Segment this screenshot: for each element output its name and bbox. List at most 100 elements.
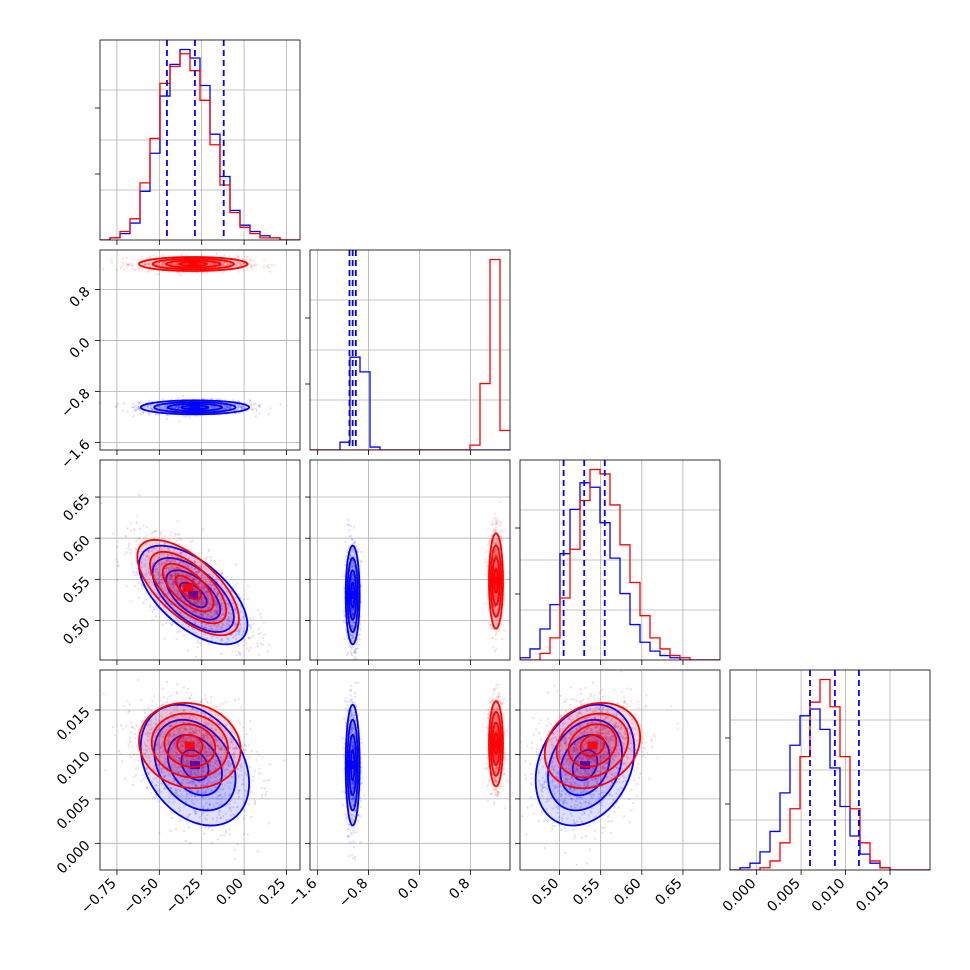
scatter-point	[146, 404, 150, 408]
density-peak	[183, 583, 194, 592]
scatter-point	[342, 610, 345, 613]
scatter-point	[152, 530, 155, 534]
scatter-point	[248, 637, 251, 640]
scatter-point	[221, 571, 224, 574]
scatter-point	[357, 634, 361, 637]
scatter-point	[142, 411, 145, 414]
scatter-point	[180, 577, 183, 580]
scatter-point	[213, 610, 216, 613]
scatter-point	[200, 253, 203, 257]
scatter-point	[144, 558, 147, 561]
scatter-point	[145, 572, 148, 575]
scatter-point	[196, 646, 199, 649]
scatter-point	[257, 653, 261, 656]
scatter-point	[267, 413, 270, 416]
scatter-point	[171, 263, 175, 266]
scatter-point	[204, 611, 207, 615]
scatter-point	[143, 264, 146, 267]
scatter-point	[171, 558, 174, 562]
scatter-point	[197, 571, 200, 574]
scatter-point	[133, 573, 137, 577]
scatter-point	[165, 566, 168, 570]
scatter-point	[150, 549, 154, 552]
scatter-point	[171, 623, 174, 626]
scatter-point	[210, 263, 213, 266]
scatter-point	[344, 540, 347, 544]
scatter-point	[165, 408, 169, 411]
scatter-point	[263, 264, 266, 267]
scatter-point	[135, 515, 139, 518]
scatter-point	[259, 403, 262, 407]
scatter-point	[196, 600, 200, 604]
scatter-point	[156, 578, 159, 581]
scatter-point	[175, 572, 178, 575]
scatter-point	[225, 623, 229, 626]
scatter-point	[200, 614, 204, 617]
scatter-point	[131, 267, 134, 270]
scatter-point	[169, 566, 173, 569]
scatter-point	[250, 263, 253, 266]
scatter-point	[255, 264, 258, 267]
scatter-point	[244, 638, 247, 642]
scatter-point	[207, 596, 210, 599]
scatter-point	[170, 553, 173, 557]
scatter-point	[263, 258, 266, 261]
scatter-point	[354, 647, 358, 650]
scatter-point	[495, 630, 498, 633]
scatter-point	[126, 410, 129, 413]
scatter-point	[249, 646, 252, 649]
scatter-point	[149, 606, 152, 609]
scatter-point	[163, 637, 166, 640]
scatter-point	[168, 262, 172, 266]
scatter-point	[252, 634, 256, 637]
scatter-point	[213, 262, 217, 266]
scatter-point	[130, 600, 133, 603]
scatter-point	[145, 525, 149, 529]
scatter-point	[222, 271, 225, 274]
scatter-point	[219, 260, 223, 264]
scatter-point	[226, 405, 230, 409]
scatter-point	[222, 605, 225, 609]
scatter-point	[257, 633, 260, 636]
scatter-point	[144, 405, 147, 408]
scatter-point	[167, 558, 170, 561]
scatter-point	[193, 611, 197, 614]
scatter-point	[350, 650, 353, 654]
scatter-point	[237, 629, 240, 632]
scatter-point	[211, 584, 215, 587]
scatter-point	[222, 408, 226, 411]
scatter-point	[163, 406, 166, 410]
scatter-point	[171, 621, 174, 624]
scatter-point	[196, 571, 199, 574]
scatter-point	[182, 579, 185, 582]
scatter-point	[221, 262, 224, 265]
scatter-point	[225, 625, 228, 628]
scatter-point	[117, 564, 120, 567]
scatter-point	[143, 263, 147, 266]
scatter-point	[484, 558, 487, 562]
scatter-point	[224, 590, 228, 593]
scatter-point	[145, 257, 148, 260]
scatter-point	[197, 581, 200, 584]
scatter-point	[231, 602, 234, 605]
scatter-point	[124, 534, 127, 537]
scatter-point	[212, 619, 215, 623]
y-tick-label: 0.55	[60, 574, 93, 607]
scatter-point	[146, 262, 150, 266]
scatter-point	[163, 405, 166, 408]
scatter-point	[202, 615, 205, 619]
scatter-point	[133, 584, 136, 588]
scatter-point	[125, 584, 128, 588]
scatter-point	[159, 575, 162, 578]
scatter-point	[135, 539, 138, 543]
scatter-point	[269, 407, 272, 410]
scatter-point	[193, 588, 196, 591]
scatter-point	[257, 404, 260, 407]
scatter-point	[172, 262, 175, 265]
scatter-point	[205, 616, 208, 619]
scatter-point	[151, 547, 154, 550]
scatter-point	[169, 560, 172, 563]
scatter-point	[174, 565, 178, 568]
scatter-point	[208, 624, 211, 628]
scatter-point	[345, 653, 349, 656]
